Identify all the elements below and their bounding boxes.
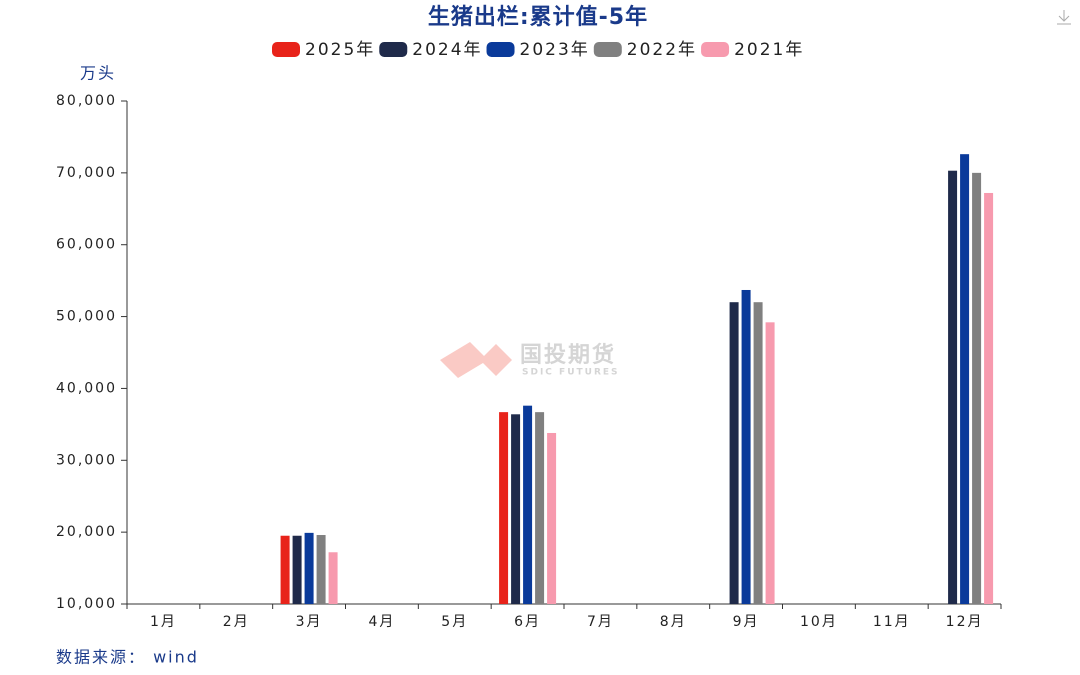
x-tick-label: 12月 — [946, 614, 984, 630]
y-tick-label: 70,000 — [56, 165, 117, 181]
legend-swatch — [593, 42, 622, 57]
x-tick-label: 11月 — [873, 614, 911, 630]
x-tick-label: 7月 — [587, 614, 614, 630]
y-tick-label: 50,000 — [56, 309, 117, 325]
bar — [729, 302, 739, 604]
x-tick-label: 4月 — [368, 614, 395, 630]
x-tick-label: 6月 — [514, 614, 541, 630]
bar — [741, 289, 751, 604]
bar — [960, 154, 970, 604]
legend-label: 2023年 — [520, 40, 590, 60]
download-icon[interactable] — [1057, 10, 1071, 25]
download-glyph — [1057, 10, 1071, 25]
bar — [499, 412, 509, 604]
bar — [547, 432, 557, 604]
bar — [292, 535, 302, 604]
x-tick-label: 3月 — [296, 614, 323, 630]
legend-swatch — [272, 42, 300, 57]
x-tick-label: 2月 — [223, 614, 250, 630]
watermark-sub: SDIC FUTURES — [522, 368, 620, 378]
x-tick-label: 10月 — [800, 614, 838, 630]
bar — [972, 172, 982, 604]
y-tick-label: 30,000 — [56, 452, 117, 468]
x-tick-label: 1月 — [150, 614, 177, 630]
bar — [316, 535, 326, 604]
bar — [535, 412, 545, 604]
bar — [511, 414, 521, 604]
bar — [523, 405, 533, 604]
y-tick-label: 60,000 — [56, 237, 117, 253]
watermark-logo — [480, 344, 512, 376]
x-tick-label: 8月 — [660, 614, 687, 630]
y-axis-label: 万头 — [80, 64, 116, 83]
legend-label: 2025年 — [305, 40, 375, 60]
legend-label: 2022年 — [627, 40, 697, 60]
bar — [280, 535, 290, 604]
bar — [328, 552, 338, 604]
watermark: 国投期货 SDIC FUTURES — [440, 342, 620, 378]
source-note: 数据来源： wind — [56, 648, 199, 667]
bar — [984, 192, 994, 604]
y-tick-label: 40,000 — [56, 380, 117, 396]
legend-swatch — [379, 42, 408, 57]
watermark-text: 国投期货 — [520, 342, 616, 368]
legend-label: 2024年 — [412, 40, 482, 60]
chart-title: 生猪出栏:累计值-5年 — [428, 4, 648, 30]
bar — [304, 532, 314, 604]
legend-swatch — [701, 42, 730, 57]
y-tick-label: 80,000 — [56, 93, 117, 109]
x-tick-label: 5月 — [441, 614, 468, 630]
bar — [765, 322, 775, 604]
bar — [753, 302, 763, 604]
bar — [948, 170, 958, 605]
x-tick-label: 9月 — [733, 614, 760, 630]
y-tick-label: 20,000 — [56, 524, 117, 540]
legend-swatch — [486, 42, 515, 57]
y-tick-label: 10,000 — [56, 596, 117, 612]
watermark-logo — [440, 342, 488, 378]
legend-label: 2021年 — [734, 40, 804, 60]
